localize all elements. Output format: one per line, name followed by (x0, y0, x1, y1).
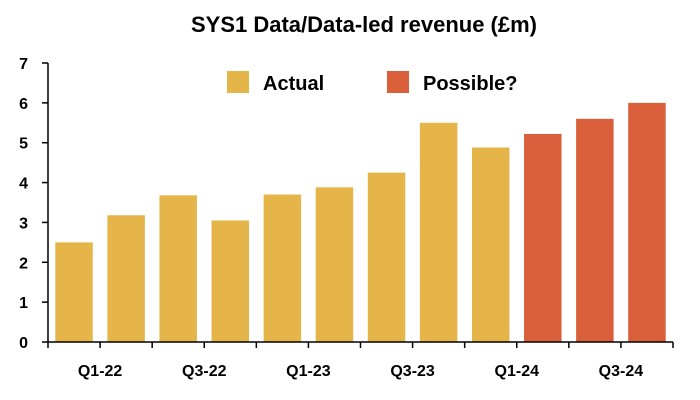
x-tick-label: Q1-22 (78, 363, 123, 380)
legend-label-actual: Actual (263, 73, 324, 95)
y-tick-label: 5 (19, 136, 28, 153)
actual-bar-q1-24 (471, 147, 510, 342)
possible-bar-q3-24 (576, 118, 614, 342)
x-tick-label: Q3-23 (390, 363, 435, 380)
actual-bar-q1-23 (263, 194, 302, 342)
x-tick-label: Q3-24 (599, 363, 644, 380)
possible-bar-q4-24 (628, 102, 666, 342)
y-tick-label: 3 (19, 215, 28, 232)
y-tick-label: 7 (19, 56, 28, 73)
actual-bar-q2-22 (107, 215, 145, 342)
actual-bar-q4-23 (419, 122, 458, 343)
actual-bar-q2-23 (315, 187, 354, 342)
actual-bar-q4-22 (211, 220, 250, 342)
actual-bar-q1-22 (55, 242, 93, 342)
x-tick-label: Q3-22 (182, 363, 227, 380)
y-tick-label: 4 (19, 176, 28, 193)
y-tick-label: 6 (19, 96, 28, 113)
legend-label-possible: Possible? (423, 73, 517, 95)
x-tick-label: Q1-23 (286, 363, 331, 380)
x-tick-label: Q1-24 (495, 363, 540, 380)
legend: Actual Possible? (227, 71, 517, 95)
x-axis-ticks: Q1-22 Q3-22 Q1-23 Q3-23 Q1-24 Q3-24 (47, 342, 674, 380)
legend-swatch-possible (387, 71, 409, 93)
actual-bar-q3-23 (367, 172, 406, 342)
actual-bar-q3-22 (159, 195, 197, 342)
y-axis-ticks: 0 1 2 3 4 5 6 7 (19, 56, 48, 352)
legend-swatch-actual (227, 71, 249, 93)
bars (55, 102, 666, 343)
possible-bar-q2-24 (524, 133, 562, 342)
y-tick-label: 1 (19, 295, 28, 312)
y-tick-label: 2 (19, 255, 28, 272)
y-tick-label: 0 (19, 335, 28, 352)
chart-title: SYS1 Data/Data-led revenue (£m) (191, 12, 537, 37)
